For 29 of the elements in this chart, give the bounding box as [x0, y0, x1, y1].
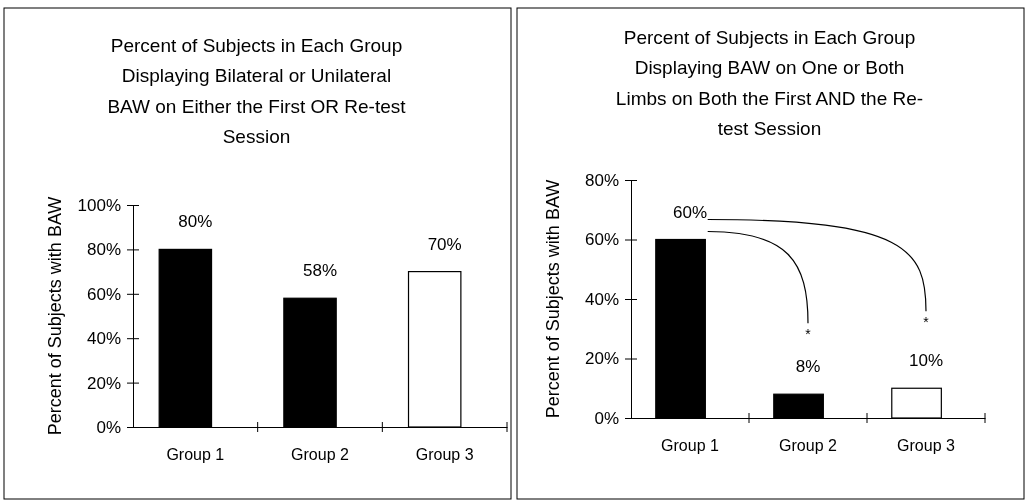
data-label: 60% — [672, 202, 708, 222]
y-tick-label: 80% — [86, 240, 121, 260]
x-tick-label: Group 1 — [166, 446, 225, 464]
chart-title: Percent of Subjects in Each Group Displaying BAW on One or Both Limbs on Both the First AND the Re- test Session — [615, 27, 924, 140]
y-tick-label: 20% — [584, 349, 619, 369]
x-tick-label: Group 2 — [779, 437, 838, 455]
data-label: 10% — [908, 351, 944, 371]
y-tick-label: 40% — [86, 329, 121, 349]
y-axis-title: Percent of Subjects with BAW — [45, 196, 65, 436]
y-axis-title: Percent of Subjects with BAW — [543, 179, 563, 419]
data-label: 58% — [302, 261, 338, 281]
annotation: * — [923, 314, 930, 331]
x-tick-label: Group 3 — [897, 437, 956, 455]
data-label: 80% — [178, 212, 213, 232]
y-tick-label: 80% — [584, 170, 619, 190]
x-tick-label: Group 3 — [415, 446, 474, 464]
y-tick-label: 40% — [584, 289, 619, 309]
x-tick-label: Group 1 — [661, 437, 720, 455]
y-tick-label: 0% — [96, 417, 121, 437]
chart-title: Percent of Subjects in Each Group Displaying Bilateral or Unilateral BAW on Either the First OR Re-test Session — [107, 35, 407, 148]
x-tick-label: Group 2 — [291, 446, 350, 464]
y-tick-label: 60% — [584, 230, 619, 250]
data-label: 8% — [795, 357, 821, 377]
y-tick-label: 20% — [86, 373, 121, 393]
y-tick-label: 100% — [77, 195, 121, 215]
data-label: 70% — [427, 234, 462, 254]
y-tick-label: 0% — [594, 408, 619, 428]
y-tick-label: 60% — [86, 284, 121, 304]
annotation: * — [805, 326, 812, 343]
